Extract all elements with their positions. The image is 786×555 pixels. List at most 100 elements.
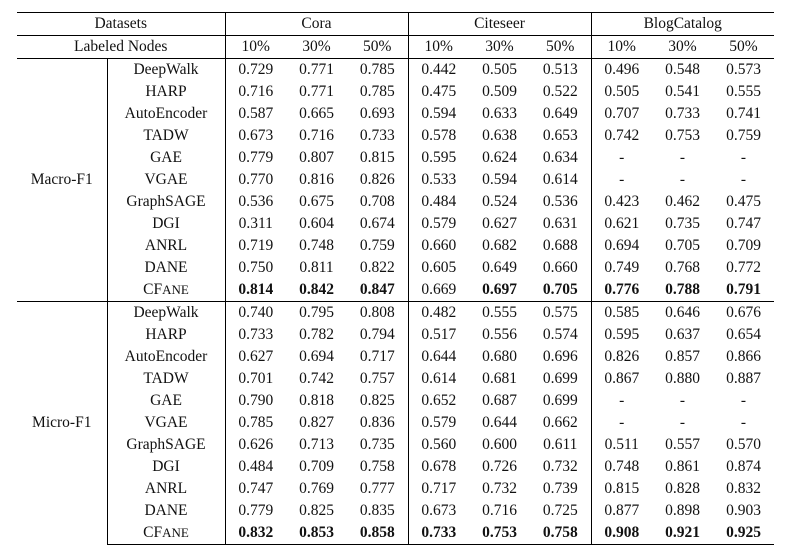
method-name: TADW [106,368,225,390]
value-cell: 0.694 [590,235,652,257]
value-cell: 0.861 [665,458,700,475]
value-cell: - [740,149,747,166]
value-cell: 0.505 [469,58,530,81]
value-cell: 0.725 [542,502,578,519]
value-cell: 0.484 [407,191,469,213]
value-cell: 0.694 [299,348,334,365]
value-cell: 0.740 [224,301,286,324]
value-cell: 0.541 [665,83,700,100]
table-row: AutoEncoder 0.627 0.694 0.717 0.644 0.680 0.69… [17,346,774,368]
value-cell: 0.536 [224,191,286,213]
value-cell: 0.595 [407,147,469,169]
value-cell: 0.484 [224,456,286,478]
value-cell: 0.747 [224,478,286,500]
table-row: Macro-F1 DeepWalk 0.729 0.771 0.785 0.442 0.50… [17,58,774,302]
value-cell: 0.594 [407,103,469,125]
value-cell: 0.614 [542,171,578,188]
value-cell: 0.776 [590,279,652,302]
value-cell: 0.688 [542,237,578,254]
value-cell: 0.579 [407,412,469,434]
value-cell: 0.548 [652,58,713,81]
value-cell: 0.832 [224,522,286,545]
value-cell: 0.533 [407,169,469,191]
value-cell: 0.814 [224,279,286,302]
value-cell: 0.735 [665,215,700,232]
value-cell: 0.772 [726,259,761,276]
value-cell: 0.733 [359,127,395,144]
ratio-header: 30% [652,35,713,59]
method-name: DANE [106,257,225,279]
value-cell: 0.836 [359,414,395,431]
results-body: Macro-F1 DeepWalk 0.729 0.771 0.785 0.442 0.50… [17,58,774,545]
method-name: VGAE [106,169,225,191]
datasets-header: Datasets [17,12,225,36]
value-cell: 0.573 [713,58,774,81]
header-row-datasets: Datasets Cora Citeseer BlogCatalog [17,12,774,36]
value-cell: 0.925 [713,522,774,545]
value-cell: 0.742 [590,125,652,147]
table-row: DGI 0.484 0.709 0.758 0.678 0.726 0.732 0.748 0.… [17,456,774,478]
value-cell: 0.877 [590,500,652,522]
value-cell: 0.842 [299,281,334,298]
method-name: GAE [106,390,225,412]
value-cell: 0.808 [347,301,408,324]
labeled-nodes-header: Labeled Nodes [17,35,225,59]
table-row: GraphSAGE 0.626 0.713 0.735 0.560 0.600 0.611 0… [17,434,774,456]
value-cell: 0.681 [482,370,517,387]
table-row: AutoEncoder 0.587 0.665 0.693 0.594 0.633 0.64… [17,103,774,125]
value-cell: 0.717 [359,348,395,365]
value-cell: 0.750 [224,257,286,279]
value-cell: 0.665 [299,105,334,122]
value-cell: 0.732 [542,458,578,475]
value-cell: 0.903 [726,502,761,519]
table-row: CFane 0.814 0.842 0.847 0.669 0.697 0.705 0.776… [17,279,774,302]
value-cell: 0.676 [713,301,774,324]
value-cell: 0.638 [482,127,517,144]
value-cell: 0.826 [590,346,652,368]
ratio-header: 50% [713,35,774,59]
header-row-ratios: Labeled Nodes 10% 30% 50% 10% 30% 50% 10… [17,35,774,59]
value-cell: - [679,392,686,409]
value-cell: 0.719 [224,235,286,257]
value-cell: 0.749 [590,257,652,279]
value-cell: 0.785 [347,58,408,81]
table-row: VGAE 0.785 0.827 0.836 0.579 0.644 0.662- - - [17,412,774,434]
value-cell: 0.747 [726,215,761,232]
value-cell: 0.595 [590,324,652,346]
metric-label: Micro-F1 [17,301,107,545]
value-cell: 0.627 [224,346,286,368]
value-cell: 0.462 [665,193,700,210]
value-cell: 0.811 [299,259,334,276]
value-cell: 0.788 [665,281,700,298]
value-cell: 0.733 [407,522,469,545]
value-cell: 0.858 [347,522,408,545]
value-cell: 0.699 [542,392,578,409]
table-row: GAE 0.790 0.818 0.825 0.652 0.687 0.699- - - [17,390,774,412]
dataset-header-cora: Cora [224,12,408,36]
value-cell: 0.741 [726,105,761,122]
value-cell: 0.611 [543,436,578,453]
value-cell: 0.795 [286,301,347,324]
value-cell: 0.631 [542,215,578,232]
value-cell: 0.675 [299,193,334,210]
method-name: GAE [106,147,225,169]
method-name: DGI [106,456,225,478]
value-cell: 0.708 [359,193,395,210]
value-cell: 0.818 [299,392,334,409]
value-cell: 0.739 [542,480,578,497]
value-cell: 0.652 [407,390,469,412]
method-name: ANRL [106,235,225,257]
value-cell: 0.653 [542,127,578,144]
value-cell: - [740,392,747,409]
value-cell: 0.482 [407,301,469,324]
value-cell: 0.701 [224,368,286,390]
method-name: DeepWalk [106,301,225,324]
table-row: TADW 0.673 0.716 0.733 0.578 0.638 0.653 0.742 0… [17,125,774,147]
ratio-header: 30% [286,35,347,59]
value-cell: 0.511 [590,434,652,456]
table-row: GraphSAGE 0.536 0.675 0.708 0.484 0.524 0.536 0… [17,191,774,213]
value-cell: 0.716 [224,81,286,103]
value-cell: 0.585 [590,301,652,324]
value-cell: 0.624 [482,149,517,166]
value-cell: 0.673 [407,500,469,522]
